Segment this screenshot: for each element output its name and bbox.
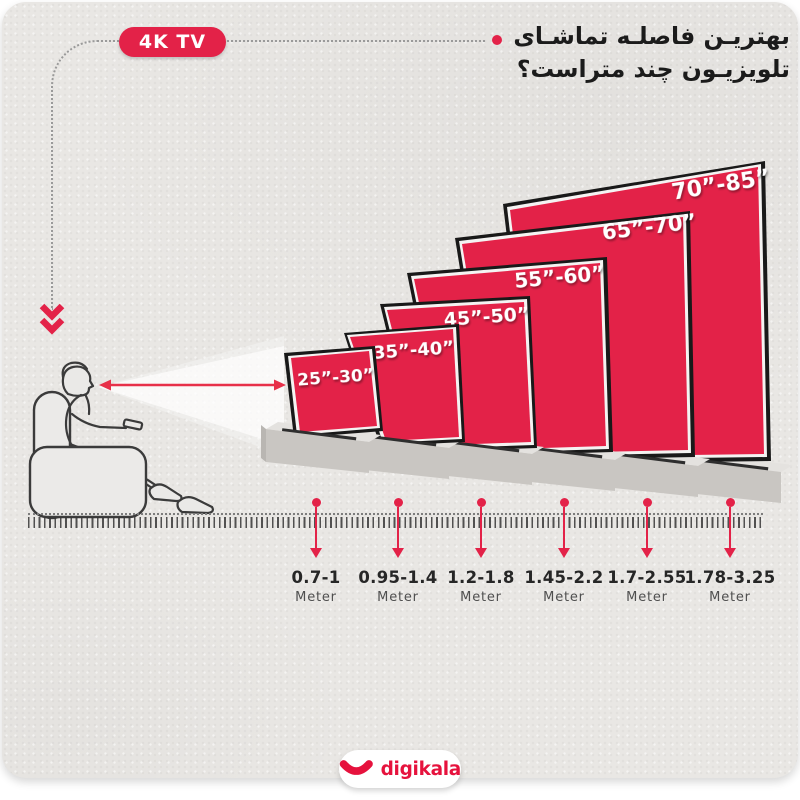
marker-dot: [559, 498, 569, 507]
arrow-down-icon: [310, 548, 322, 558]
marker-stem: [562, 507, 566, 548]
distance-unit: Meter: [295, 590, 337, 605]
distance-label: 0.7-1 Meter: [261, 568, 371, 605]
arrow-down-icon: [641, 548, 653, 558]
distance-label: 1.45-2.2 Meter: [509, 568, 619, 605]
distance-label: 1.7-2.55 Meter: [592, 568, 702, 605]
brand-logo-text: digikala: [380, 758, 462, 780]
distance-marker: [640, 498, 654, 558]
distance-label: 1.2-1.8 Meter: [426, 568, 536, 605]
distance-value: 0.7-1: [291, 568, 341, 587]
marker-stem: [314, 507, 318, 548]
distance-unit: Meter: [460, 590, 502, 605]
ground-ruler: [28, 513, 763, 530]
title-line-1: بهتریـن فاصلـه تماشـای: [513, 22, 790, 50]
distance-marker: [557, 498, 571, 558]
distance-marker: [723, 498, 737, 558]
distance-label: 1.78-3.25 Meter: [675, 568, 785, 605]
distance-value: 1.2-1.8: [447, 568, 515, 587]
title-bullet-dot: [492, 35, 502, 45]
arrow-down-icon: [392, 548, 404, 558]
arrow-down-icon: [724, 548, 736, 558]
distance-marker: [309, 498, 323, 558]
distance-value: 1.45-2.2: [524, 568, 604, 587]
title-line-2: تلویزیـون چند متراست؟: [516, 55, 790, 83]
page-title: بهتریـن فاصلـه تماشـای تلویزیـون چند متر…: [513, 20, 790, 86]
badge-4k-tv: 4K TV: [119, 27, 226, 57]
dotted-connector-left: [51, 40, 123, 310]
brand-logo: digikala: [339, 750, 461, 788]
distance-marker: [474, 498, 488, 558]
marker-dot: [476, 498, 486, 507]
smile-icon: [339, 760, 373, 775]
distance-unit: Meter: [626, 590, 668, 605]
marker-stem: [396, 507, 400, 548]
marker-stem: [479, 507, 483, 548]
distance-unit: Meter: [709, 590, 751, 605]
distance-value: 1.78-3.25: [684, 568, 776, 587]
distance-unit: Meter: [377, 590, 419, 605]
distance-marker: [391, 498, 405, 558]
distance-label: 0.95-1.4 Meter: [343, 568, 453, 605]
marker-stem: [728, 507, 732, 548]
distance-value: 1.7-2.55: [607, 568, 687, 587]
distance-value: 0.95-1.4: [358, 568, 438, 587]
arrow-down-icon: [475, 548, 487, 558]
marker-dot: [642, 498, 652, 507]
marker-dot: [311, 498, 321, 507]
marker-stem: [645, 507, 649, 548]
distance-unit: Meter: [543, 590, 585, 605]
marker-dot: [725, 498, 735, 507]
arrow-down-icon: [558, 548, 570, 558]
marker-dot: [393, 498, 403, 507]
dotted-connector-right: [227, 40, 485, 42]
